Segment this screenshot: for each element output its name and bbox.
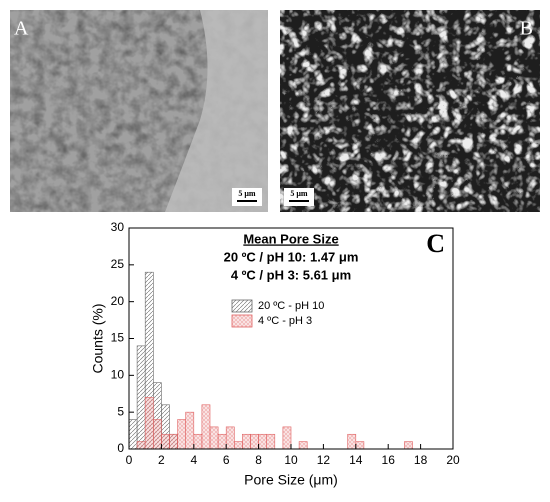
histogram-bar [234,441,243,450]
y-axis-title: Counts (%) [90,303,106,373]
legend-label: 20 ºC - pH 10 [258,300,324,312]
histogram-bar [177,419,187,450]
x-tick-label: 6 [223,453,230,467]
histogram-bar [185,411,195,450]
image-ridge [165,10,268,212]
histogram-bar [128,419,138,450]
panel-label: A [14,18,29,40]
x-axis-title: Pore Size (μm) [244,472,338,488]
histogram-bar [282,426,292,450]
histogram-bar [217,433,227,450]
histogram-bar [161,433,170,450]
histogram-bar [266,433,276,450]
histogram-bar [225,426,235,450]
histogram-bar [193,433,203,450]
y-tick-label: 15 [111,331,125,345]
x-tick-label: 0 [126,453,133,467]
histogram-bar [404,441,413,450]
histogram-bar [355,441,365,450]
legend-swatch [231,299,253,313]
histogram-bar [347,433,357,450]
histogram-bar [242,433,251,450]
x-tick-label: 16 [382,453,396,467]
sem-image-b: 5 μm B [280,10,540,212]
histogram-bar [136,345,146,450]
histogram-bar [136,441,146,450]
annotation: 20 ºC / pH 10: 1.47 μm [224,249,359,264]
annotation: 4 ºC / pH 3: 5.61 μm [231,267,351,282]
histogram-bar [250,433,259,450]
sem-image-a: 5 μm A [10,10,268,212]
y-tick-label: 25 [111,257,125,271]
scale-label: 5 μm [238,189,256,198]
x-tick-label: 14 [349,453,363,467]
histogram-bar [209,426,219,450]
image-texture [280,10,540,212]
y-tick-label: 5 [117,404,124,418]
histogram-bar [153,419,162,450]
histogram-bar [258,433,268,450]
y-tick-label: 10 [111,368,125,382]
panel-label: C [426,229,445,258]
x-tick-label: 10 [284,453,298,467]
x-tick-label: 12 [317,453,331,467]
legend-swatch [231,314,253,328]
panel-label: B [520,18,533,40]
legend-label: 4 ºC - pH 3 [258,315,312,327]
histogram: 0 2 4 6 8 10 12 14 16 18 20 0 5 10 15 20 25 30 Pore Size (… [90,220,460,488]
histogram-bar [169,433,178,450]
x-tick-label: 8 [255,453,262,467]
annotation: Mean Pore Size [243,231,338,246]
y-tick-label: 0 [117,441,124,455]
histogram-bar [144,397,154,450]
x-tick-label: 18 [414,453,428,467]
y-tick-label: 30 [111,220,125,234]
histogram-bar [201,404,211,450]
y-tick-label: 20 [111,294,125,308]
x-tick-label: 2 [158,453,165,467]
x-tick-label: 4 [190,453,197,467]
histogram-bar [298,441,308,450]
x-tick-label: 20 [446,453,460,467]
scale-label: 5 μm [290,189,308,198]
